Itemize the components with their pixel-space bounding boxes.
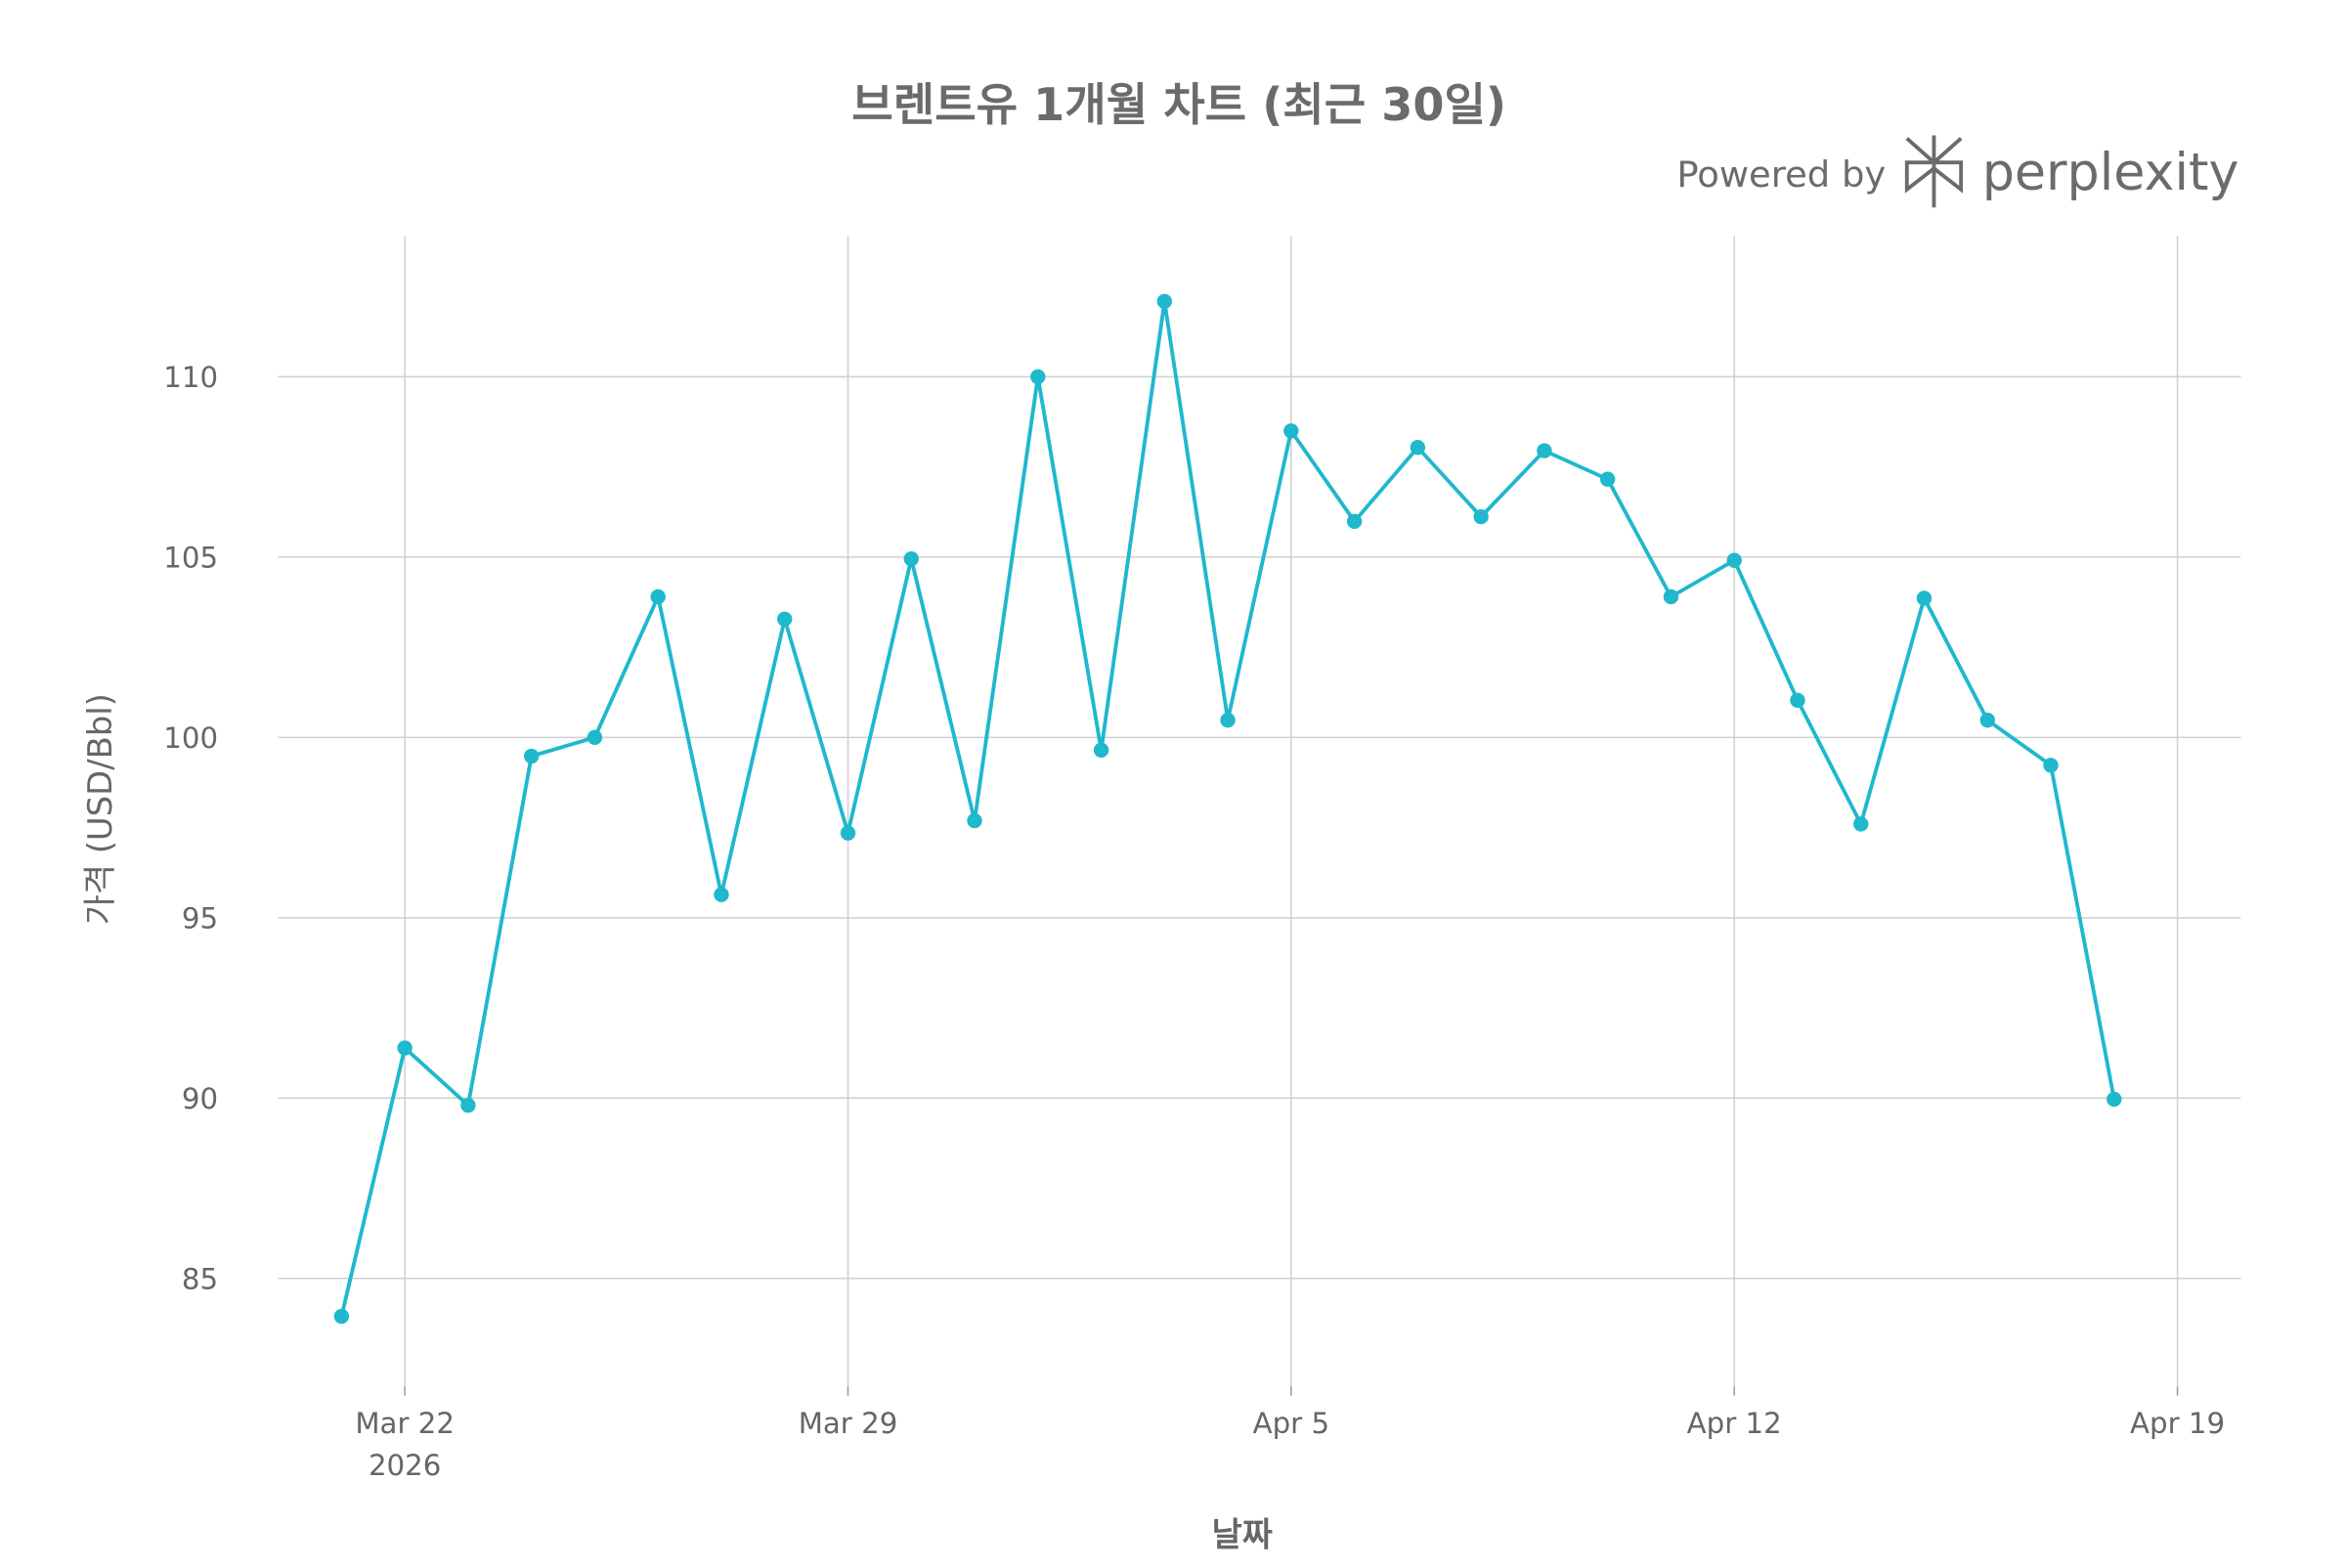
- point: [1599, 471, 1616, 487]
- point: [714, 887, 729, 902]
- point: [1979, 712, 1995, 728]
- point: [397, 1040, 413, 1056]
- point: [586, 729, 603, 746]
- point: [1663, 588, 1679, 605]
- point: [1346, 513, 1363, 530]
- y-tick-label: 90: [182, 1082, 218, 1115]
- point: [2043, 758, 2059, 773]
- point: [840, 825, 856, 841]
- y-tick-label: 105: [163, 542, 218, 575]
- y-axis-label: 가격 (USD/Bbl): [81, 693, 119, 925]
- y-tick-label: 110: [163, 361, 218, 394]
- point: [1283, 423, 1299, 439]
- point: [460, 1097, 476, 1113]
- y-tick-label: 85: [182, 1263, 218, 1296]
- watermark-prefix: Powered by: [1676, 153, 1886, 196]
- point: [1916, 590, 1933, 606]
- point: [1220, 712, 1236, 728]
- x-tick-label: Mar 29: [799, 1407, 898, 1440]
- point: [1030, 369, 1046, 385]
- x-tick-label: Apr 12: [1687, 1407, 1782, 1440]
- point: [523, 748, 540, 764]
- point: [777, 611, 793, 628]
- x-tick-label: Apr 19: [2130, 1407, 2225, 1440]
- point: [2107, 1091, 2122, 1108]
- point: [333, 1308, 350, 1325]
- watermark-logo: [1904, 135, 1964, 208]
- x-tick-label: Mar 22 2026: [355, 1407, 455, 1482]
- y-tick-label: 95: [182, 902, 218, 936]
- point: [1473, 508, 1489, 525]
- watermark-brand: perplexity: [1982, 143, 2239, 202]
- point: [650, 588, 666, 605]
- x-tick-label: Apr 5: [1253, 1407, 1329, 1440]
- point: [967, 812, 982, 829]
- point: [1790, 692, 1805, 709]
- point: [1093, 742, 1109, 758]
- point: [903, 551, 919, 567]
- point: [1726, 552, 1742, 568]
- x-axis-label: 날짜: [1212, 1516, 1273, 1554]
- point: [1853, 816, 1869, 832]
- point: [1410, 440, 1426, 456]
- chart-title: 브렌트유 1개월 차트 (최근 30일): [851, 78, 1506, 131]
- point: [1537, 443, 1552, 458]
- y-tick-label: 100: [163, 721, 218, 755]
- point: [1156, 293, 1173, 310]
